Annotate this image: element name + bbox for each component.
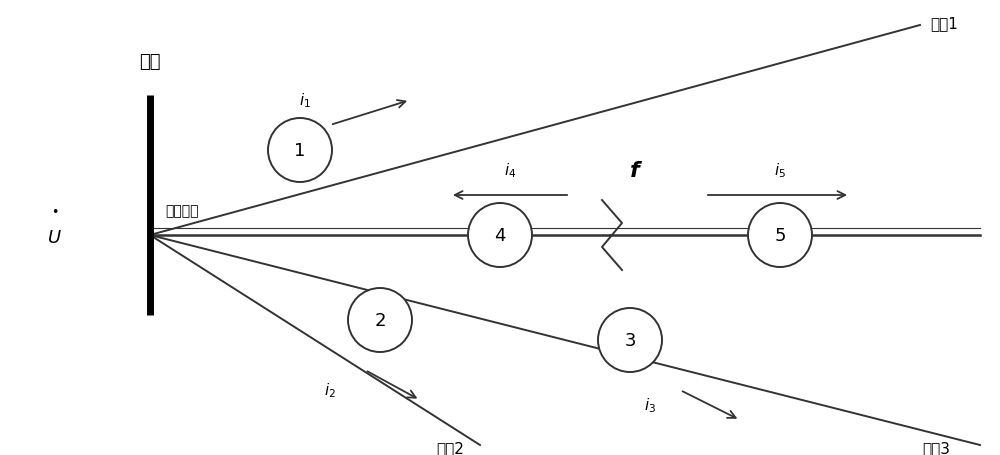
Text: 分支2: 分支2 [436, 440, 464, 455]
Text: $i_5$: $i_5$ [774, 161, 786, 180]
Text: 分支1: 分支1 [930, 16, 958, 31]
Text: •: • [51, 206, 59, 219]
Text: $i_4$: $i_4$ [504, 161, 516, 180]
Text: U: U [48, 228, 62, 247]
Text: 2: 2 [374, 311, 386, 329]
Circle shape [268, 119, 332, 182]
Text: 分支3: 分支3 [922, 440, 950, 455]
Circle shape [598, 308, 662, 372]
Text: 1: 1 [294, 142, 306, 160]
Text: 母线: 母线 [139, 53, 161, 71]
Circle shape [348, 288, 412, 352]
Text: $i_3$: $i_3$ [644, 396, 656, 415]
Circle shape [468, 203, 532, 268]
Text: 3: 3 [624, 331, 636, 349]
Circle shape [748, 203, 812, 268]
Text: 5: 5 [774, 227, 786, 244]
Text: $i_2$: $i_2$ [324, 381, 336, 399]
Text: 输电线路: 输电线路 [165, 203, 198, 217]
Text: $i_1$: $i_1$ [299, 91, 311, 110]
Text: 4: 4 [494, 227, 506, 244]
Text: f: f [630, 161, 640, 181]
